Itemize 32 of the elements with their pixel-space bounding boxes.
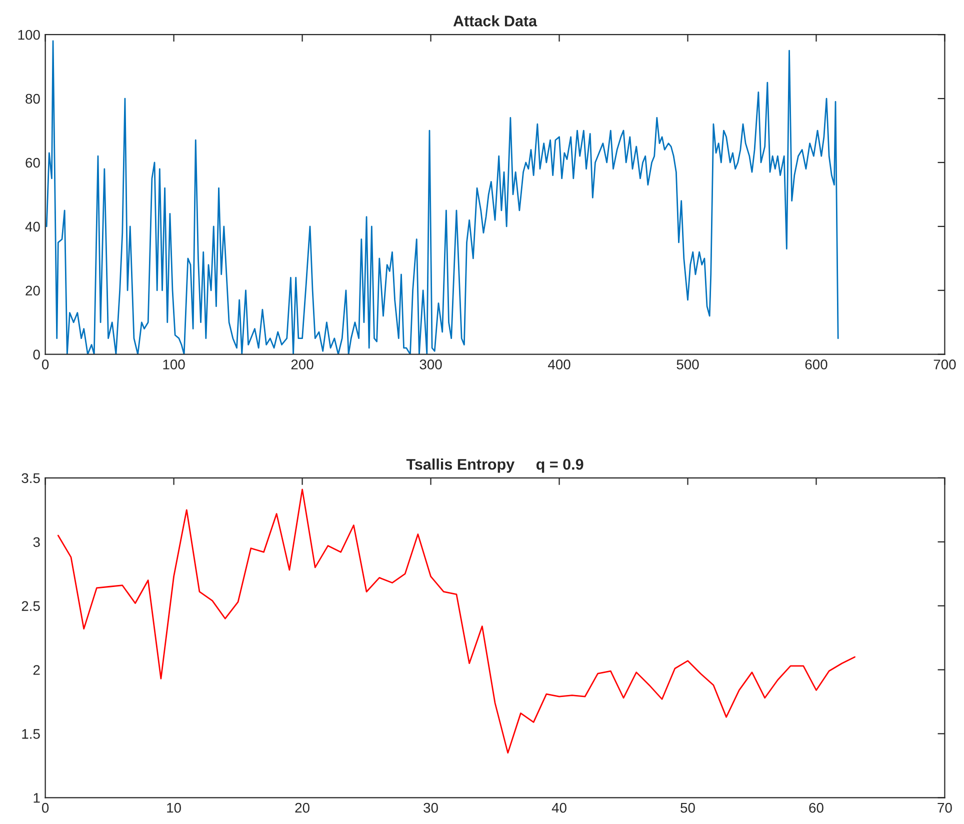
x-tick-label: 600	[805, 360, 828, 370]
y-tick-label: 2	[33, 665, 40, 675]
y-tick-label: 40	[25, 222, 40, 232]
y-tick-label: 1	[34, 793, 40, 803]
y-tick-label: 80	[26, 94, 40, 104]
x-tick-label: 0	[42, 360, 49, 370]
y-tick-label: 2.5	[22, 601, 40, 611]
x-tick-label: 60	[809, 802, 824, 813]
x-tick-label: 10	[167, 802, 181, 813]
x-tick-label: 40	[552, 802, 566, 813]
x-tick-label: 300	[420, 360, 442, 370]
x-tick-label: 200	[291, 360, 314, 370]
x-tick-label: 70	[938, 802, 952, 813]
line-series	[57, 488, 856, 754]
y-tick-label: 60	[26, 158, 40, 168]
x-tick-label: 500	[676, 360, 699, 370]
y-tick-label: 3.5	[22, 473, 40, 484]
x-tick-label: 0	[42, 802, 49, 813]
x-tick-label: 30	[424, 802, 438, 813]
x-tick-label: 20	[295, 802, 310, 813]
x-tick-label: 100	[163, 360, 185, 370]
x-tick-label: 400	[548, 360, 570, 370]
y-tick-label: 20	[26, 286, 40, 296]
x-tick-label: 700	[934, 360, 956, 370]
y-tick-label: 1.5	[22, 729, 40, 739]
y-tick-label: 3	[33, 537, 40, 548]
chart-title: Attack Data	[453, 15, 538, 26]
x-tick-label: 50	[680, 802, 695, 813]
y-tick-label: 100	[18, 30, 40, 40]
chart-title: Tsallis Entropy q = 0.9	[406, 458, 584, 473]
line-series	[46, 40, 839, 354]
y-tick-label: 0	[33, 350, 40, 360]
